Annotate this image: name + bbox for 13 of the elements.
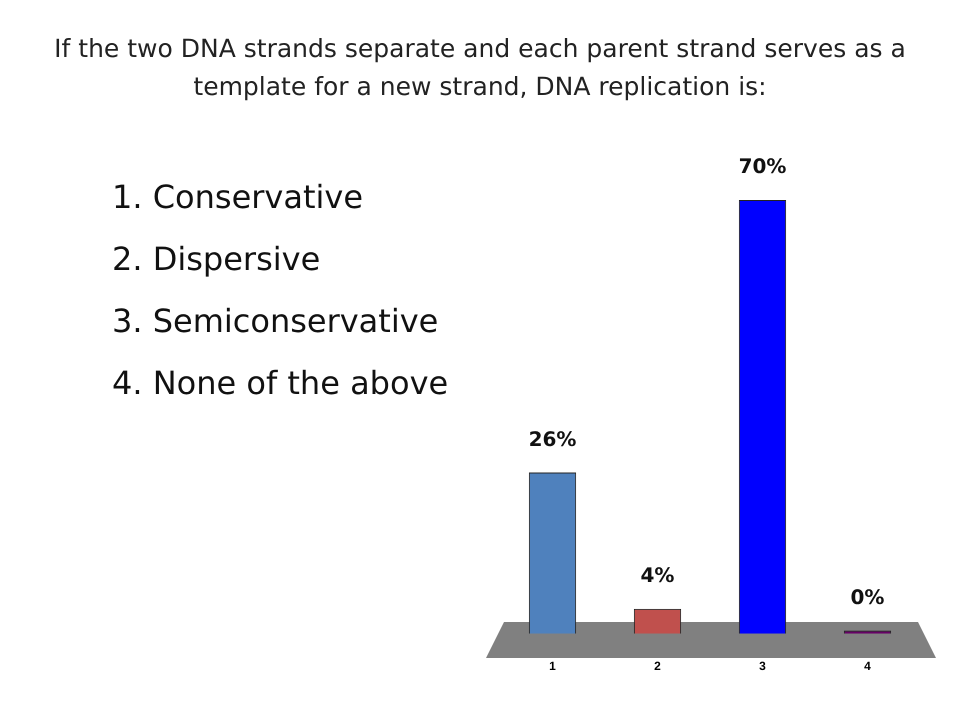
x-tick-label: 4	[864, 659, 872, 674]
text: 3. Semiconservative	[112, 302, 440, 342]
text: 1. Conservative	[112, 178, 364, 218]
x-tick-label: 2	[654, 659, 662, 674]
text: 4. None of the above	[112, 364, 448, 404]
x-tick-label: 3	[759, 659, 766, 674]
chart-title: If the two DNA strands separate and each parent strand serves as a template for a new strand, DNA replication is:	[53, 33, 907, 103]
data-label: 4%	[640, 563, 674, 588]
x-tick-label: 1	[549, 659, 556, 674]
data-label: 70%	[738, 154, 786, 178]
data-label: 0%	[850, 584, 884, 609]
data-label: 26%	[528, 426, 576, 451]
text: 2. Dispersive	[112, 240, 322, 280]
